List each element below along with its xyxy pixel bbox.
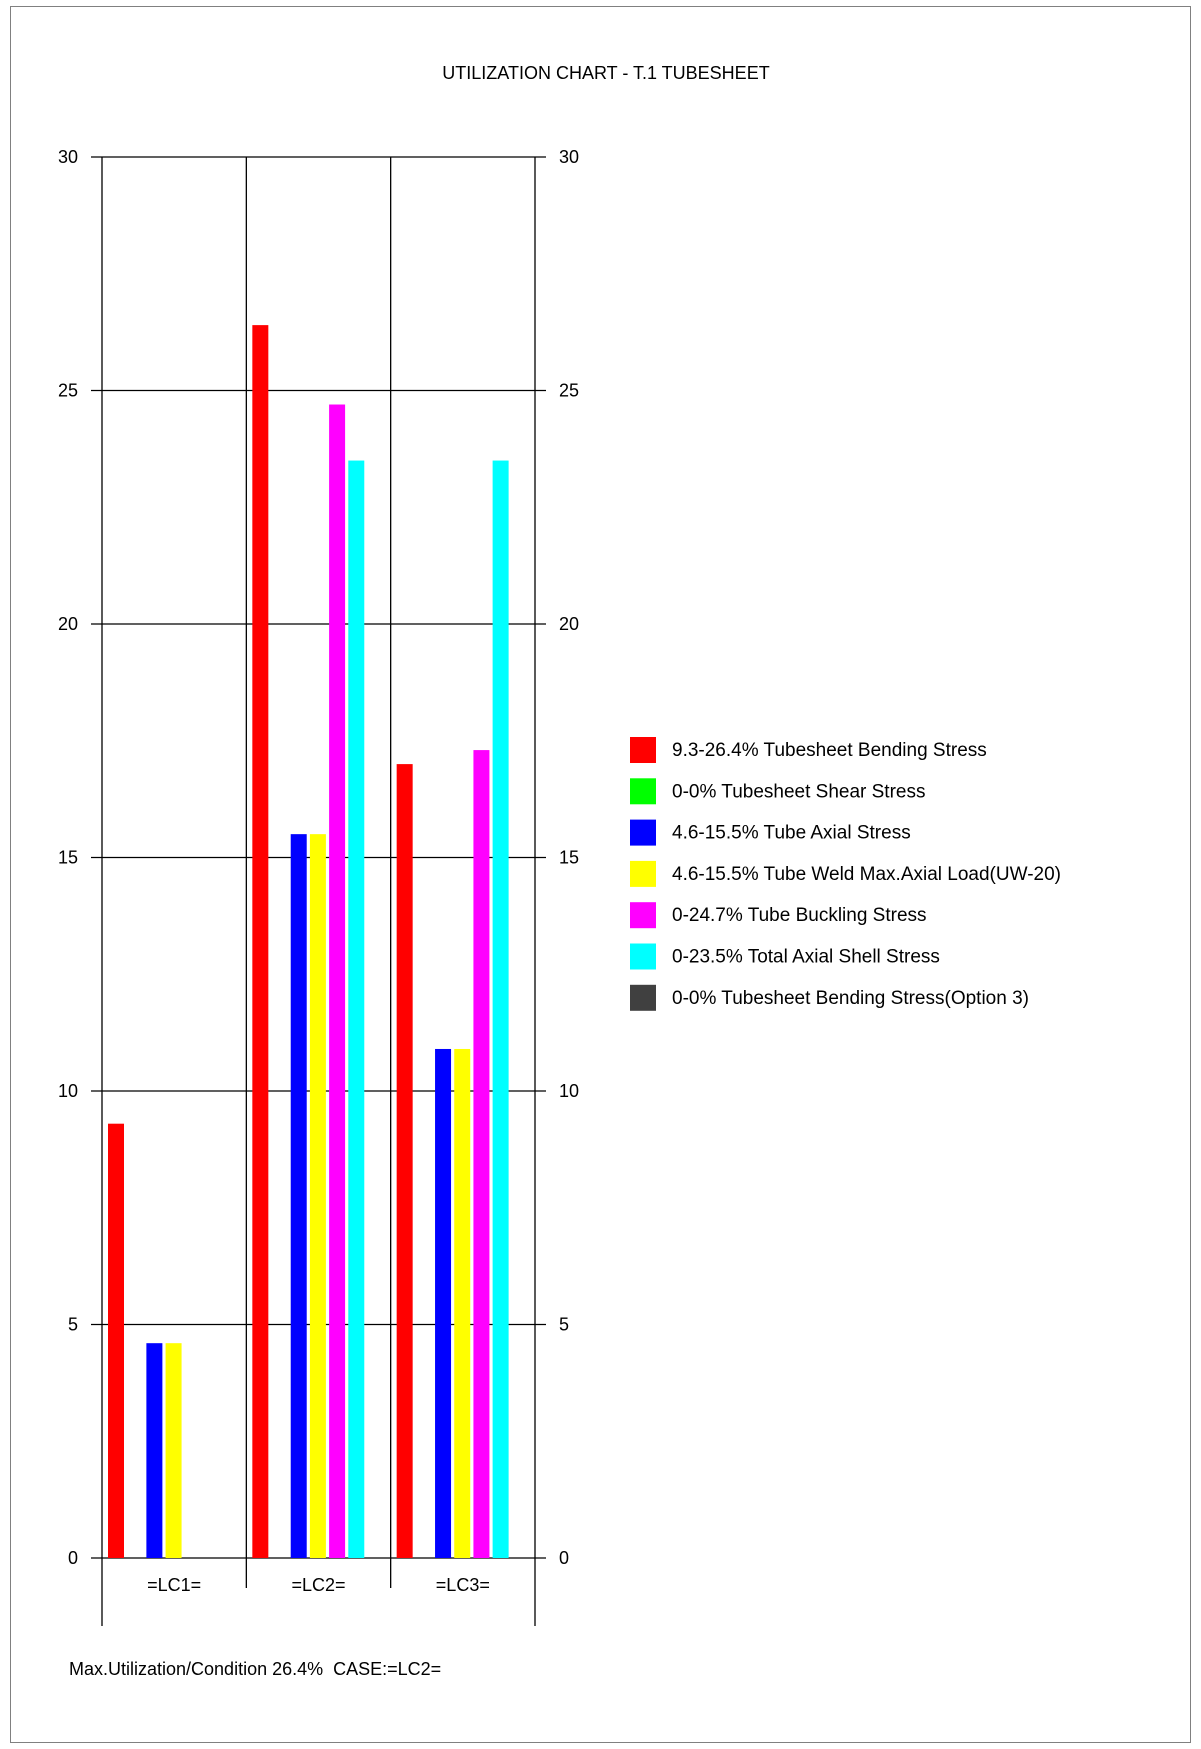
- y-tick-label-right: 30: [559, 147, 579, 167]
- y-tick-label-left: 30: [58, 147, 78, 167]
- bar: [309, 834, 326, 1558]
- legend-label: 0-0% Tubesheet Shear Stress: [672, 781, 925, 802]
- bar: [473, 750, 490, 1558]
- legend-label: 0-23.5% Total Axial Shell Stress: [672, 947, 940, 968]
- y-tick-label-right: 0: [559, 1548, 569, 1568]
- bar: [146, 1343, 163, 1558]
- legend-label: 4.6-15.5% Tube Axial Stress: [672, 823, 911, 844]
- y-tick-label-left: 0: [68, 1548, 78, 1568]
- legend-swatch: [630, 819, 656, 846]
- bar: [252, 325, 269, 1558]
- legend-label: 0-24.7% Tube Buckling Stress: [672, 905, 927, 926]
- legend-swatch: [630, 860, 656, 887]
- legend-label: 9.3-26.4% Tubesheet Bending Stress: [672, 740, 987, 761]
- legend-swatch: [630, 902, 656, 929]
- chart-legend: 9.3-26.4% Tubesheet Bending Stress 0-0% T…: [630, 737, 1061, 1011]
- y-tick-label-left: 10: [58, 1081, 78, 1101]
- y-tick-label-left: 25: [58, 381, 78, 401]
- x-tick-label: =LC1=: [147, 1575, 201, 1595]
- bar: [290, 834, 307, 1558]
- y-tick-label-right: 25: [559, 381, 579, 401]
- legend-label: 0-0% Tubesheet Bending Stress(Option 3): [672, 988, 1029, 1009]
- bar: [435, 1048, 452, 1558]
- max-utilization-note: Max.Utilization/Condition 26.4% CASE:=LC…: [69, 1659, 442, 1679]
- bar: [396, 764, 413, 1558]
- bar: [454, 1048, 471, 1558]
- y-tick-label-right: 15: [559, 848, 579, 868]
- legend-label: 4.6-15.5% Tube Weld Max.Axial Load(UW-20…: [672, 864, 1061, 885]
- y-tick-label-left: 20: [58, 614, 78, 634]
- bar: [348, 460, 365, 1558]
- chart-title: UTILIZATION CHART - T.1 TUBESHEET: [442, 63, 769, 83]
- chart-axes: 0 0 5 5 10 10 15 15 20 20 25 25 30 30 =LC1= =LC2= =LC3=: [58, 147, 579, 1595]
- bar: [108, 1123, 124, 1558]
- legend-swatch: [630, 984, 656, 1011]
- legend-swatch: [630, 737, 656, 763]
- y-tick-label-left: 5: [68, 1315, 78, 1335]
- chart-bars: [108, 325, 509, 1558]
- chart-frame: [10, 6, 1191, 1743]
- bar: [492, 460, 509, 1558]
- y-tick-label-right: 20: [559, 614, 579, 634]
- y-tick-label-left: 15: [58, 848, 78, 868]
- x-tick-label: =LC3=: [436, 1575, 490, 1595]
- x-tick-label: =LC2=: [291, 1575, 345, 1595]
- y-tick-label-right: 10: [559, 1081, 579, 1101]
- legend-swatch: [630, 943, 656, 970]
- bar: [165, 1343, 182, 1558]
- legend-swatch: [630, 778, 656, 805]
- y-tick-label-right: 5: [559, 1315, 569, 1335]
- bar: [329, 404, 346, 1558]
